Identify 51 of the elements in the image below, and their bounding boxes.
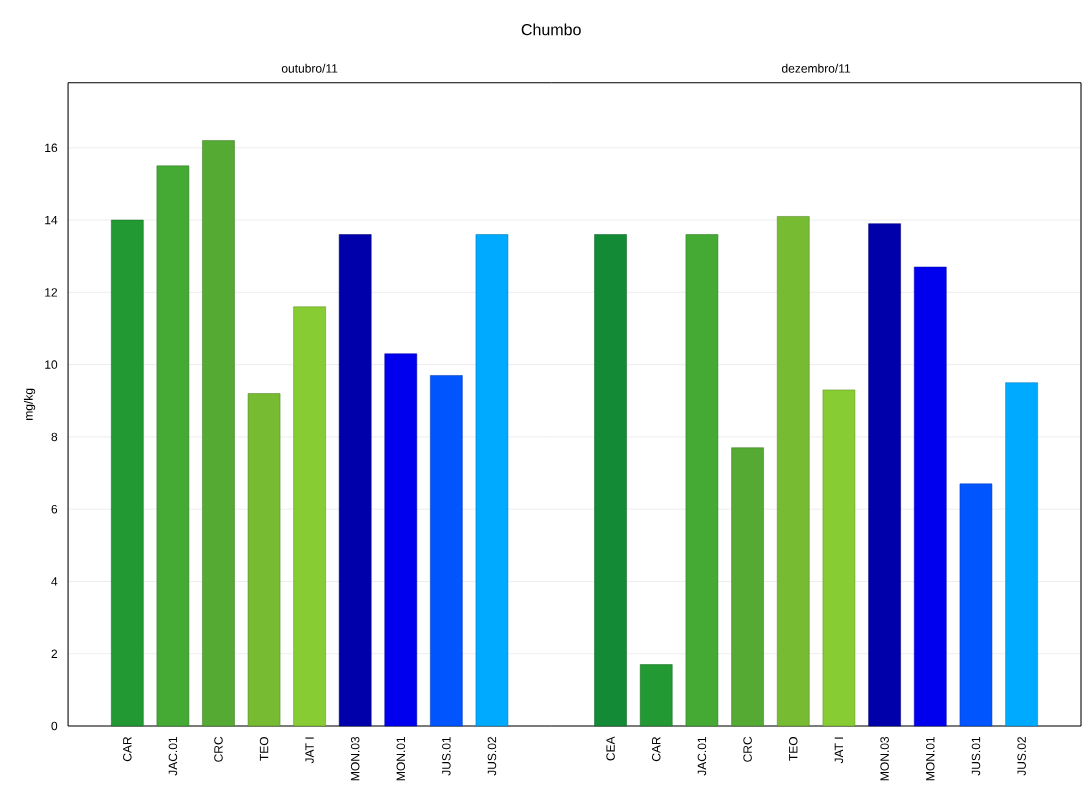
- x-tick-label: JUS.01: [971, 736, 981, 776]
- x-tick-label: JAT I: [305, 737, 314, 764]
- x-tick-label: JAC.01: [168, 736, 178, 776]
- x-tick-label: JUS.01: [442, 736, 451, 776]
- bar: [293, 306, 326, 727]
- chart-subtitle: dezembro/11: [781, 63, 851, 73]
- bar: [731, 447, 764, 727]
- y-tick-label: 14: [45, 215, 58, 224]
- bar: [430, 374, 463, 727]
- x-tick-label: JAC.01: [697, 736, 707, 776]
- chart-subtitle: outubro/11: [281, 63, 338, 73]
- bar: [639, 664, 673, 727]
- x-tick-label: TEO: [259, 736, 269, 761]
- bar: [594, 234, 627, 727]
- bar: [959, 483, 993, 727]
- y-tick-label: 6: [51, 504, 58, 514]
- y-tick-label: 12: [45, 287, 58, 297]
- bar: [384, 353, 418, 727]
- x-tick-label: CRC: [214, 736, 223, 762]
- y-tick-label: 4: [51, 577, 58, 586]
- bar: [776, 215, 810, 727]
- x-tick-label: MON.03: [350, 736, 360, 780]
- bar: [202, 140, 235, 727]
- bar: [338, 234, 372, 727]
- x-tick-label: CEA: [606, 736, 615, 761]
- y-tick-label: 16: [45, 143, 58, 152]
- bar: [868, 223, 901, 727]
- chart-title: Chumbo: [521, 23, 581, 36]
- x-tick-label: JUS.02: [487, 736, 497, 776]
- x-tick-label: CAR: [651, 736, 661, 761]
- y-tick-label: 8: [51, 432, 58, 441]
- bar: [1005, 382, 1038, 727]
- bar: [111, 219, 144, 727]
- x-tick-label: MON.03: [880, 736, 889, 780]
- bar: [822, 389, 856, 727]
- y-axis-title: mg/kg: [23, 388, 36, 420]
- x-tick-label: CAR: [123, 736, 132, 761]
- y-tick-label: 2: [51, 649, 58, 658]
- y-tick-label: 10: [45, 360, 58, 369]
- y-tick-label: 0: [51, 721, 58, 731]
- x-tick-label: CRC: [743, 736, 752, 762]
- bar: [247, 393, 281, 727]
- x-tick-label: MON.01: [926, 736, 935, 780]
- bar: [685, 234, 719, 727]
- bar: [475, 234, 509, 727]
- bar: [913, 266, 947, 727]
- x-tick-label: JAT I: [834, 737, 844, 764]
- x-tick-label: JUS.02: [1017, 736, 1026, 776]
- x-tick-label: MON.01: [396, 736, 406, 780]
- bar: [156, 165, 190, 727]
- x-tick-label: TEO: [789, 736, 798, 761]
